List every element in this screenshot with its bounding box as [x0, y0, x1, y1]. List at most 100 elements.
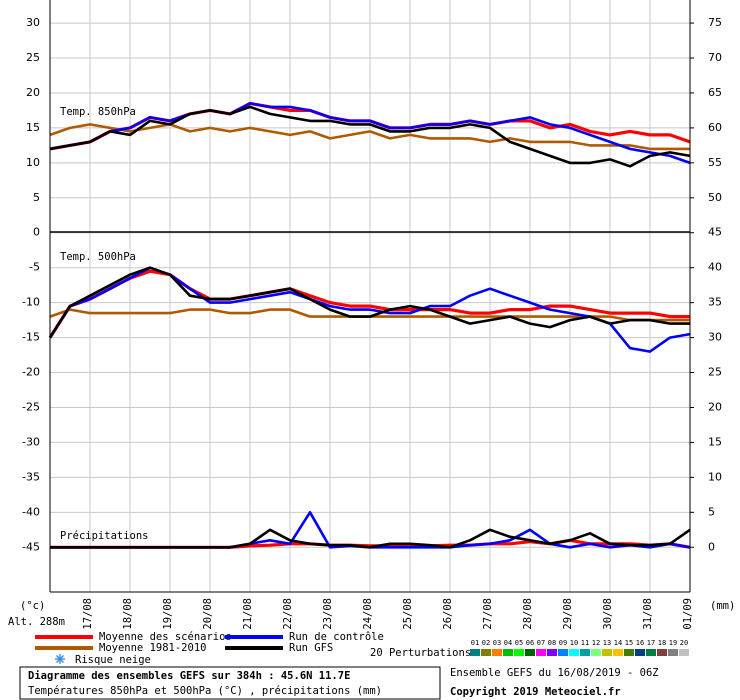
y-tick-label: 0	[33, 226, 40, 239]
perturbation-swatch	[514, 649, 524, 656]
perturbation-number: 13	[603, 639, 611, 647]
y2-tick-label: 75	[708, 16, 722, 29]
perturbation-swatch	[492, 649, 502, 656]
perturbation-number: 11	[581, 639, 589, 647]
perturbation-number: 06	[526, 639, 534, 647]
perturbation-number: 14	[614, 639, 622, 647]
x-tick-label: 26/08	[442, 598, 454, 630]
series-line	[49, 105, 691, 168]
perturbation-number: 04	[504, 639, 512, 647]
y2-tick-label: 20	[708, 400, 722, 413]
x-tick-label: 19/08	[162, 598, 174, 630]
perturbation-number: 08	[548, 639, 556, 647]
snow-icon	[55, 654, 65, 664]
y2-tick-label: 30	[708, 331, 722, 344]
y2-tick-label: 65	[708, 86, 722, 99]
perturbation-swatch	[668, 649, 678, 656]
x-tick-label: 28/08	[522, 598, 534, 630]
perturbation-number: 12	[592, 639, 600, 647]
x-tick-label: 01/09	[682, 598, 694, 630]
panel-label: Temp. 500hPa	[60, 251, 136, 263]
y2-tick-label: 25	[708, 366, 722, 379]
perturbation-swatch	[591, 649, 601, 656]
copyright: Copyright 2019 Meteociel.fr	[450, 686, 621, 698]
x-tick-label: 18/08	[122, 598, 134, 630]
perturbation-number: 07	[537, 639, 545, 647]
perturbation-number: 18	[658, 639, 666, 647]
x-tick-label: 20/08	[202, 598, 214, 630]
series-line	[50, 528, 691, 549]
series-line	[48, 266, 690, 339]
perturbation-swatch	[657, 649, 667, 656]
x-tick-label: 21/08	[242, 598, 254, 630]
legend-label: Run de contrôle	[289, 631, 384, 643]
legend-label: Moyenne des scénarios	[99, 631, 232, 643]
x-tick-label: 30/08	[602, 598, 614, 630]
y2-unit: (mm)	[710, 600, 735, 612]
perturbation-swatch	[470, 649, 480, 656]
y-tick-label: -15	[22, 331, 40, 344]
perturbation-number: 03	[493, 639, 501, 647]
x-tick-label: 22/08	[282, 598, 294, 630]
perturbation-swatch	[580, 649, 590, 656]
legend-label: Run GFS	[289, 642, 333, 654]
perturbation-swatch	[558, 649, 568, 656]
y-tick-label: -45	[22, 540, 40, 553]
perturbation-number: 05	[515, 639, 523, 647]
lines	[48, 101, 691, 549]
y-tick-label: -20	[22, 366, 40, 379]
y2-tick-label: 40	[708, 261, 722, 274]
perturbation-number: 20	[680, 639, 688, 647]
y2-tick-label: 70	[708, 51, 722, 64]
y-tick-label: 15	[26, 121, 40, 134]
y-tick-label: -35	[22, 470, 40, 483]
perturbation-number: 15	[625, 639, 633, 647]
y2-tick-label: 15	[708, 435, 722, 448]
perturbation-number: 10	[570, 639, 578, 647]
x-tick-label: 29/08	[562, 598, 574, 630]
perturbation-swatch	[613, 649, 623, 656]
perturbation-swatch	[547, 649, 557, 656]
series-line	[48, 269, 690, 339]
perturbation-number: 19	[669, 639, 677, 647]
perturbation-swatch	[679, 649, 689, 656]
perturbation-swatch	[503, 649, 513, 656]
grid	[50, 0, 691, 592]
y-tick-label: 5	[33, 191, 40, 204]
y-tick-label: -25	[22, 400, 40, 413]
y-tick-label: 30	[26, 16, 40, 29]
title-box	[19, 666, 441, 700]
perturbations-label: 20 Perturbations	[370, 647, 471, 659]
snow-label: Risque neige	[75, 654, 151, 666]
panel-label: Précipitations	[60, 530, 149, 542]
y2-tick-label: 10	[708, 470, 722, 483]
perturbation-swatch	[481, 649, 491, 656]
perturbation-number: 09	[559, 639, 567, 647]
y-tick-label: 25	[26, 51, 40, 64]
chart-title: Diagramme des ensembles GEFS sur 384h : …	[28, 670, 350, 682]
perturbation-number: 01	[471, 639, 479, 647]
legend-label: Moyenne 1981-2010	[99, 642, 206, 654]
y-tick-label: 10	[26, 156, 40, 169]
y-unit: (°c)	[20, 600, 45, 612]
x-tick-label: 24/08	[362, 598, 374, 630]
series-line	[49, 102, 691, 165]
y2-tick-label: 55	[708, 156, 722, 169]
y2-tick-label: 50	[708, 191, 722, 204]
run-info: Ensemble GEFS du 16/08/2019 - 06Z	[450, 667, 659, 679]
y2-tick-label: 45	[708, 226, 722, 239]
perturbation-swatch	[536, 649, 546, 656]
perturbation-swatch	[646, 649, 656, 656]
y-tick-label: -40	[22, 505, 40, 518]
series-line	[49, 123, 690, 151]
y2-tick-label: 35	[708, 296, 722, 309]
chart-subtitle: Températures 850hPa et 500hPa (°C) , pré…	[28, 685, 382, 697]
x-tick-label: 25/08	[402, 598, 414, 630]
y-tick-label: -10	[22, 296, 40, 309]
x-tick-label: 27/08	[482, 598, 494, 630]
perturbation-swatch	[569, 649, 579, 656]
y2-tick-label: 60	[708, 121, 722, 134]
perturbation-swatch	[525, 649, 535, 656]
altitude: Alt. 288m	[8, 616, 65, 628]
y-tick-label: 20	[26, 86, 40, 99]
